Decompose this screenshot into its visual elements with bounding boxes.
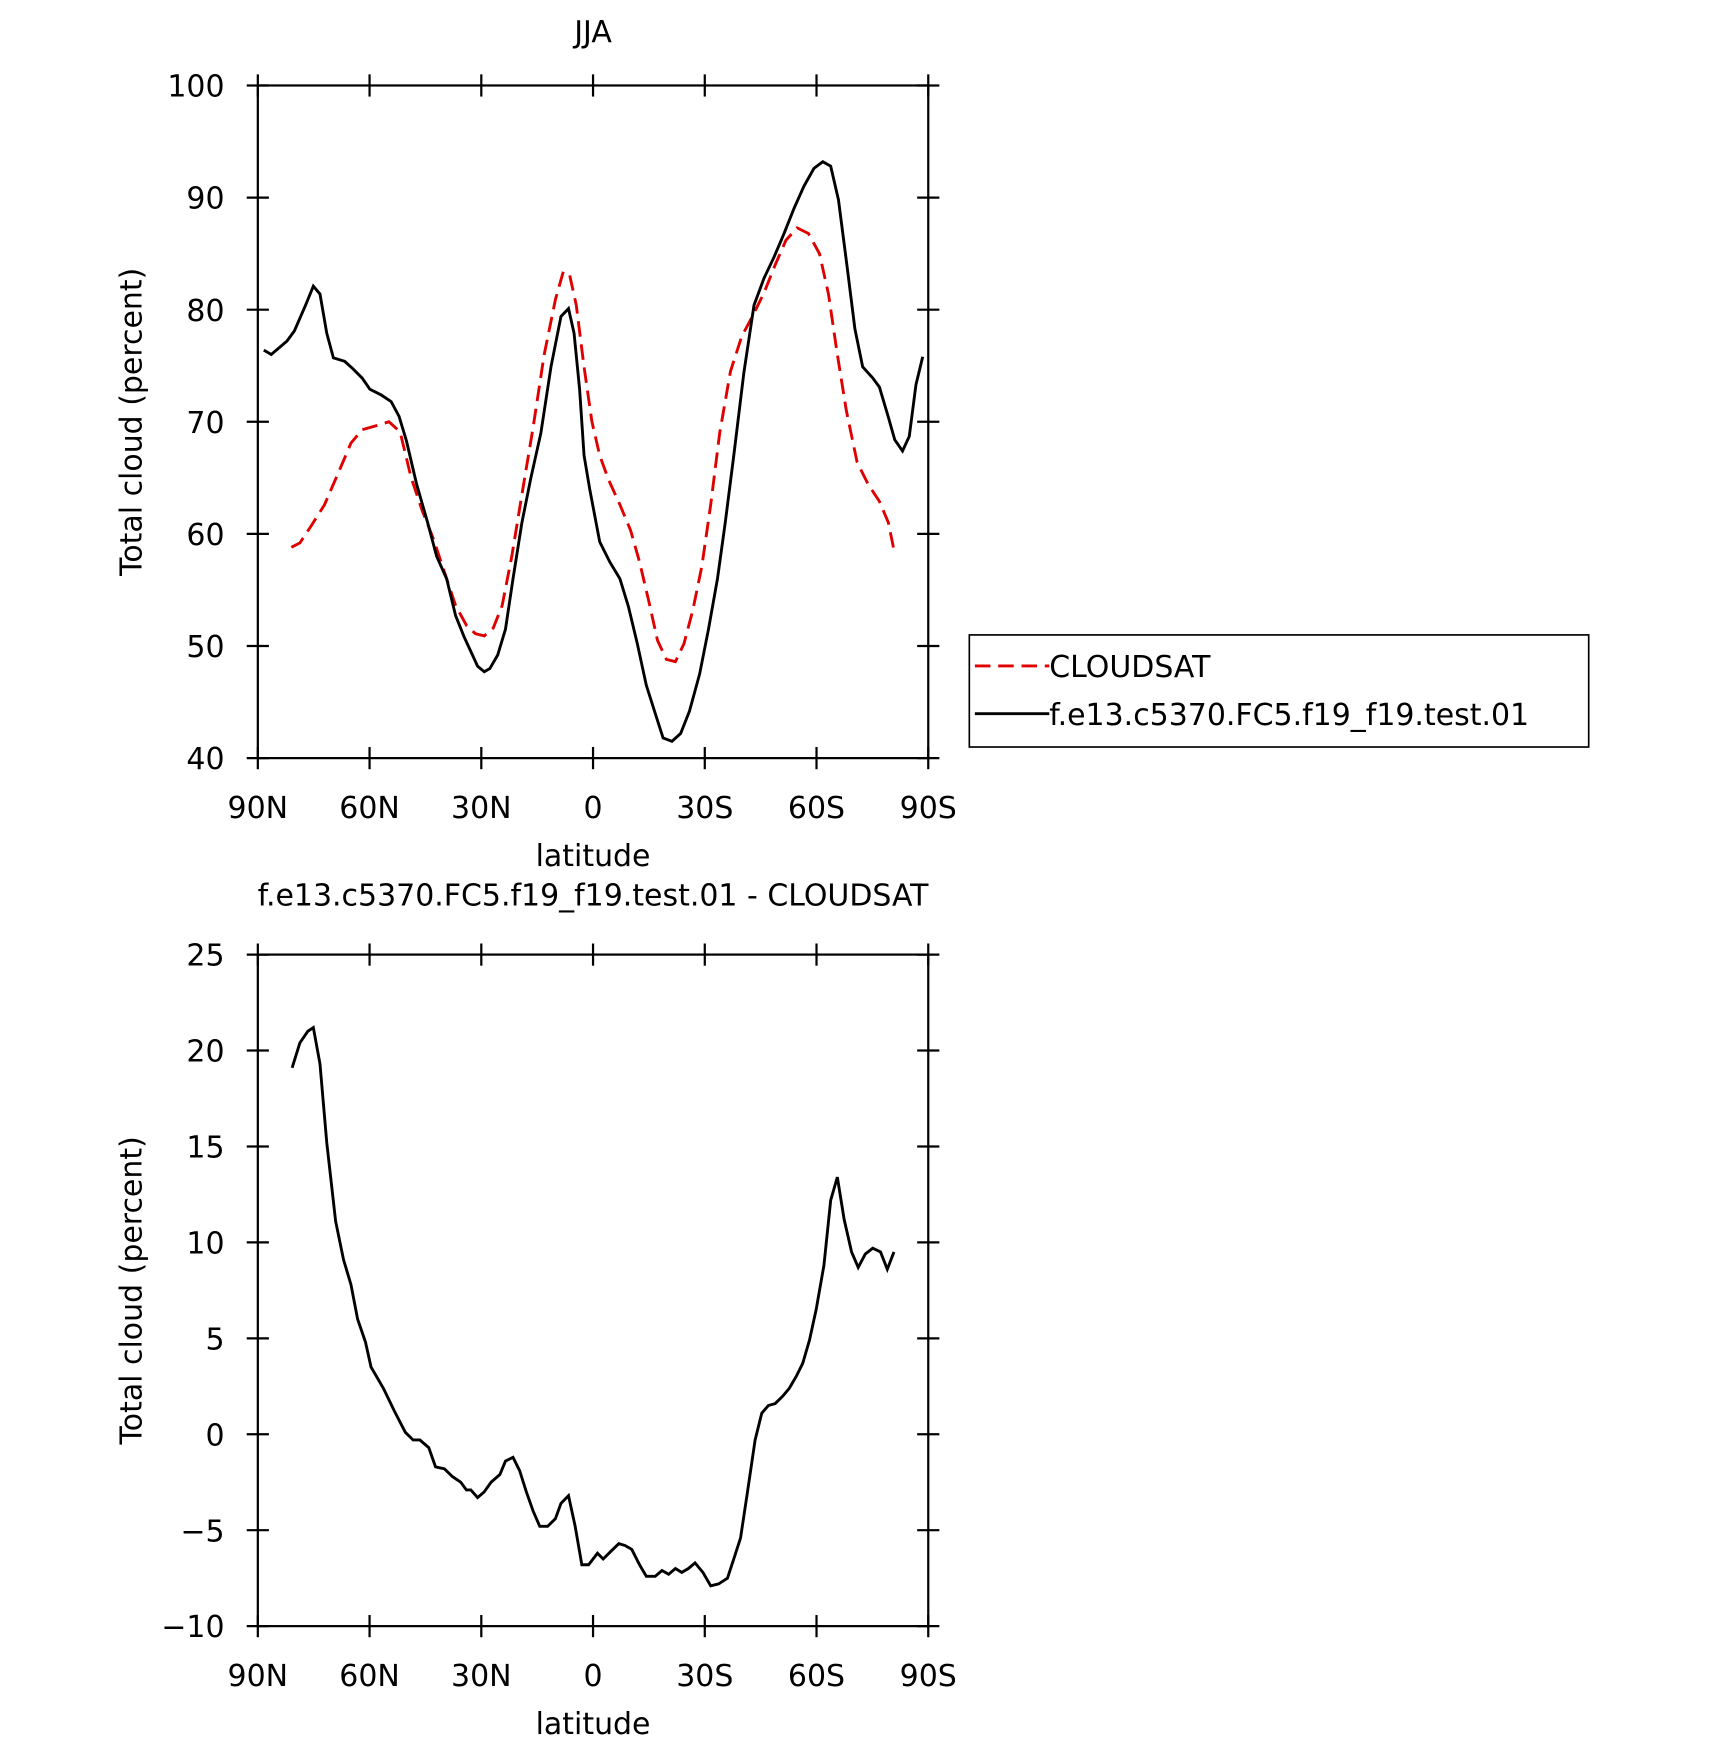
x-tick-label: 30S (676, 1659, 733, 1694)
x-tick-label: 90N (228, 1659, 289, 1694)
y-tick-label: 10 (186, 1226, 224, 1261)
x-tick-label: 30N (451, 791, 512, 826)
y-tick-label: 70 (186, 406, 224, 441)
x-tick-label: 60S (788, 1659, 845, 1694)
y-tick-label: 25 (186, 939, 224, 974)
data-line (290, 226, 897, 664)
x-axis-label: latitude (536, 1707, 651, 1742)
y-tick-label: 20 (186, 1035, 224, 1070)
chart-title: f.e13.c5370.FC5.f19_f19.test.01 - CLOUDS… (258, 879, 930, 914)
x-tick-label: 60N (339, 791, 400, 826)
x-axis-label: latitude (536, 839, 651, 874)
legend-label: CLOUDSAT (1049, 650, 1211, 685)
y-tick-label: −5 (180, 1514, 224, 1549)
x-tick-label: 60S (788, 791, 845, 826)
y-tick-label: 60 (186, 518, 224, 553)
chart-title: JJA (572, 15, 612, 50)
y-tick-label: −10 (161, 1610, 224, 1645)
x-tick-label: 90S (900, 1659, 957, 1694)
plot-frame (256, 953, 930, 1628)
legend-box (968, 634, 1590, 748)
x-tick-label: 0 (584, 791, 603, 826)
legend-label: f.e13.c5370.FC5.f19_f19.test.01 (1049, 698, 1529, 733)
x-tick-label: 60N (339, 1659, 400, 1694)
y-tick-label: 100 (167, 70, 224, 105)
x-tick-label: 90N (228, 791, 289, 826)
y-tick-label: 90 (186, 182, 224, 217)
y-tick-label: 80 (186, 294, 224, 329)
y-tick-label: 15 (186, 1131, 224, 1166)
x-tick-label: 30S (676, 791, 733, 826)
y-axis-label: Total cloud (percent) (114, 268, 149, 577)
x-tick-label: 30N (451, 1659, 512, 1694)
x-tick-label: 0 (584, 1659, 603, 1694)
y-tick-label: 50 (186, 630, 224, 665)
y-tick-label: 0 (205, 1418, 224, 1453)
data-line (290, 1025, 896, 1588)
data-line (263, 160, 925, 744)
y-tick-label: 40 (186, 742, 224, 777)
y-axis-label: Total cloud (percent) (114, 1136, 149, 1445)
x-tick-label: 90S (900, 791, 957, 826)
y-tick-label: 5 (205, 1322, 224, 1357)
